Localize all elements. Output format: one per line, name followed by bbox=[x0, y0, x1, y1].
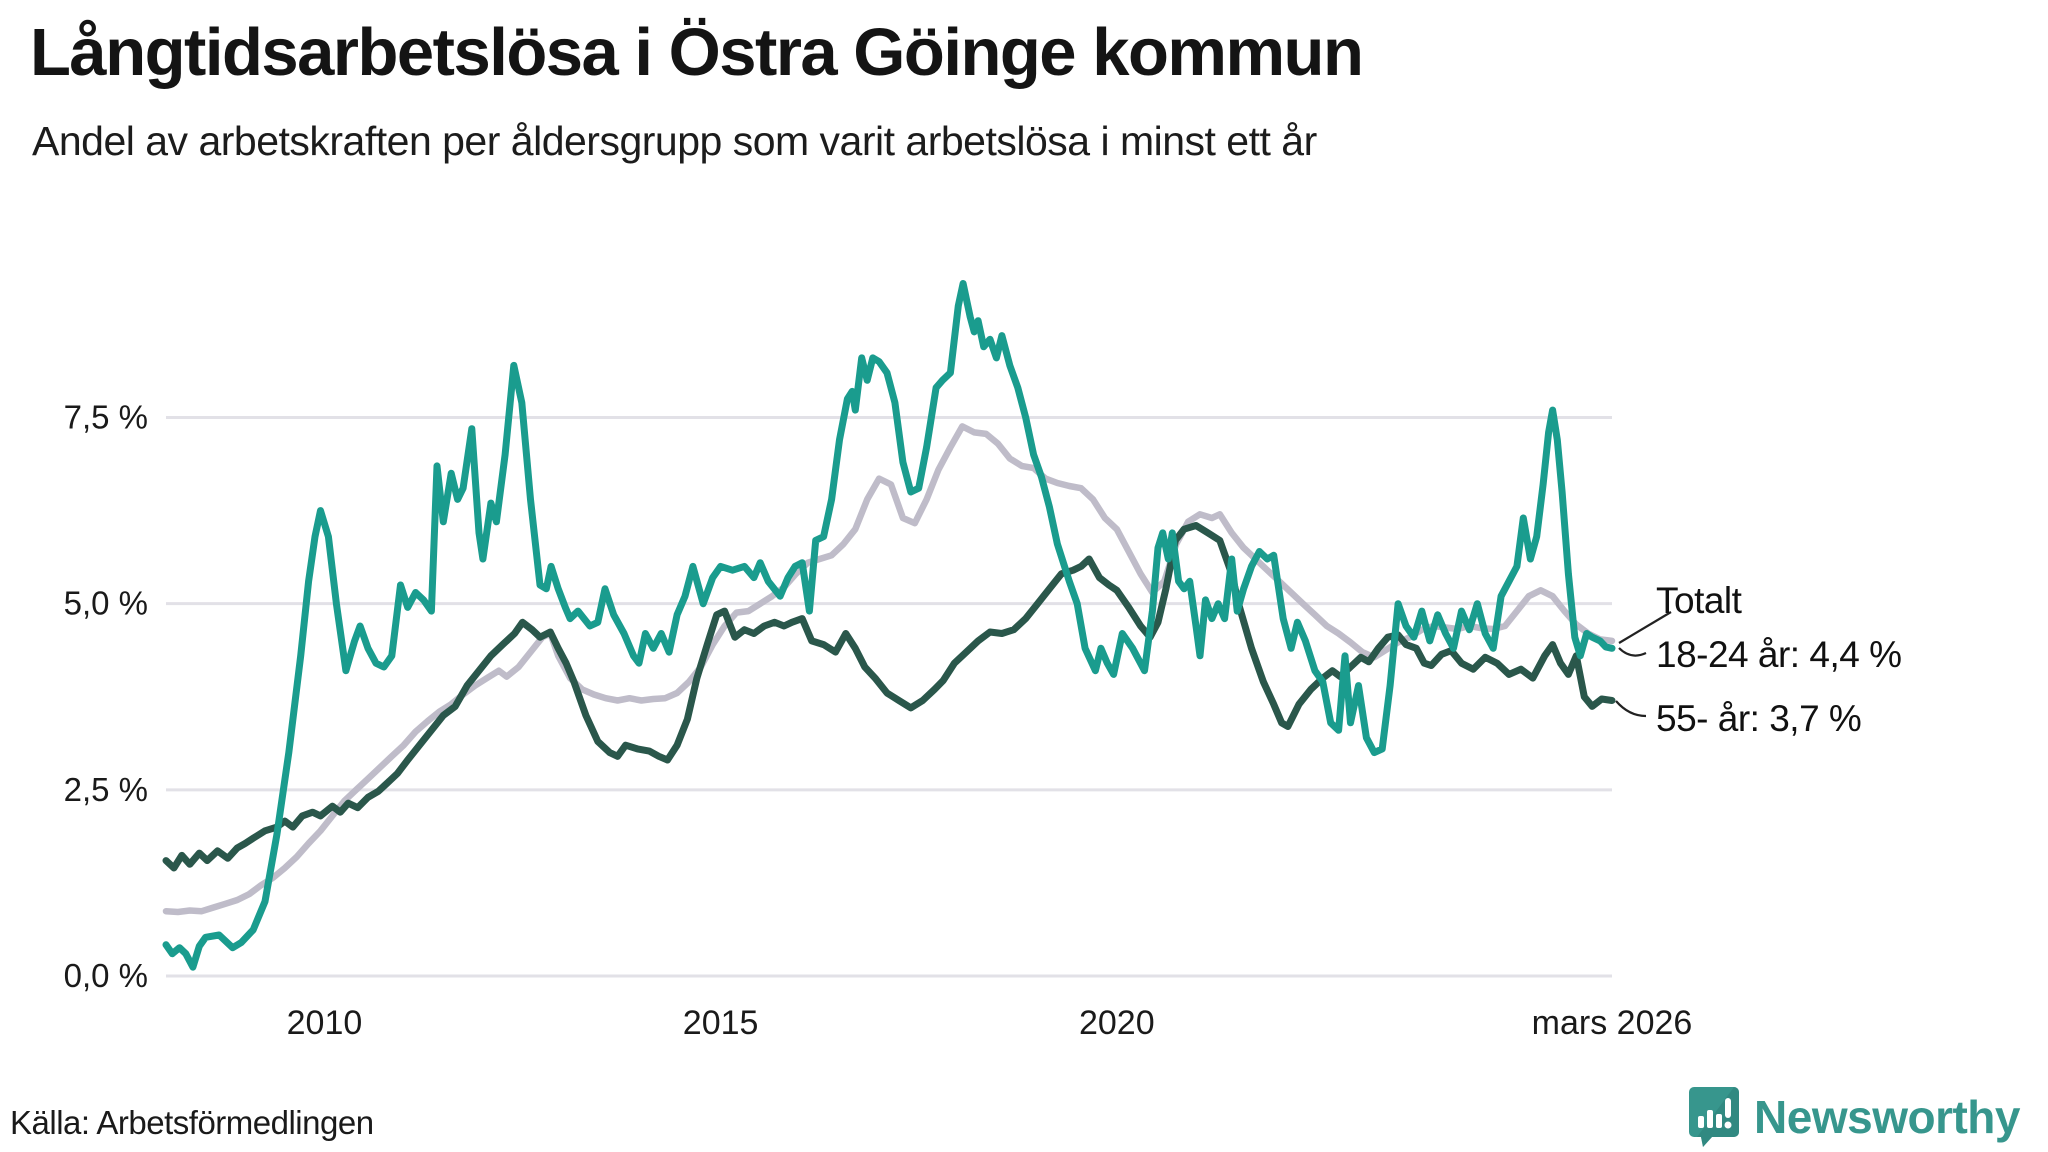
newsworthy-logo: Newsworthy bbox=[1688, 1086, 2020, 1148]
newsworthy-logo-text: Newsworthy bbox=[1754, 1091, 2020, 1143]
y-tick-label: 2,5 % bbox=[64, 771, 148, 808]
callout-line-senior bbox=[1615, 700, 1647, 718]
y-tick-label: 0,0 % bbox=[64, 957, 148, 994]
callout-lines bbox=[1615, 611, 1672, 718]
series-line-18-24-r bbox=[162, 280, 1616, 971]
line-label-senior: 55- år: 3,7 % bbox=[1656, 698, 1862, 739]
callout-line-totalt bbox=[1618, 611, 1672, 644]
line-label-totalt: Totalt bbox=[1656, 580, 1742, 621]
series-line-55-r bbox=[162, 522, 1616, 872]
y-tick-label: 7,5 % bbox=[64, 399, 148, 436]
callout-line-youth bbox=[1618, 647, 1647, 657]
page-title: Långtidsarbetslösa i Östra Göinge kommun bbox=[30, 15, 1364, 90]
line-label-youth: 18-24 år: 4,4 % bbox=[1656, 634, 1902, 675]
x-tick-label: 2015 bbox=[683, 1004, 759, 1042]
source-text: Källa: Arbetsförmedlingen bbox=[10, 1104, 374, 1141]
x-tick-label: 2020 bbox=[1079, 1004, 1155, 1042]
series-lines bbox=[162, 280, 1616, 971]
x-tick-label: 2010 bbox=[287, 1004, 363, 1042]
x-tick-label: mars 2026 bbox=[1532, 1004, 1693, 1042]
gridlines bbox=[166, 416, 1612, 978]
newsworthy-logo-icon bbox=[1689, 1087, 1740, 1147]
page-subtitle: Andel av arbetskraften per åldersgrupp s… bbox=[32, 118, 1317, 164]
series-line-totalt bbox=[162, 423, 1616, 916]
y-tick-label: 5,0 % bbox=[64, 585, 148, 622]
axis-labels: 0,0 % 2,5 % 5,0 % 7,5 % 2010 2015 2020 mars 202… bbox=[64, 399, 1693, 1043]
